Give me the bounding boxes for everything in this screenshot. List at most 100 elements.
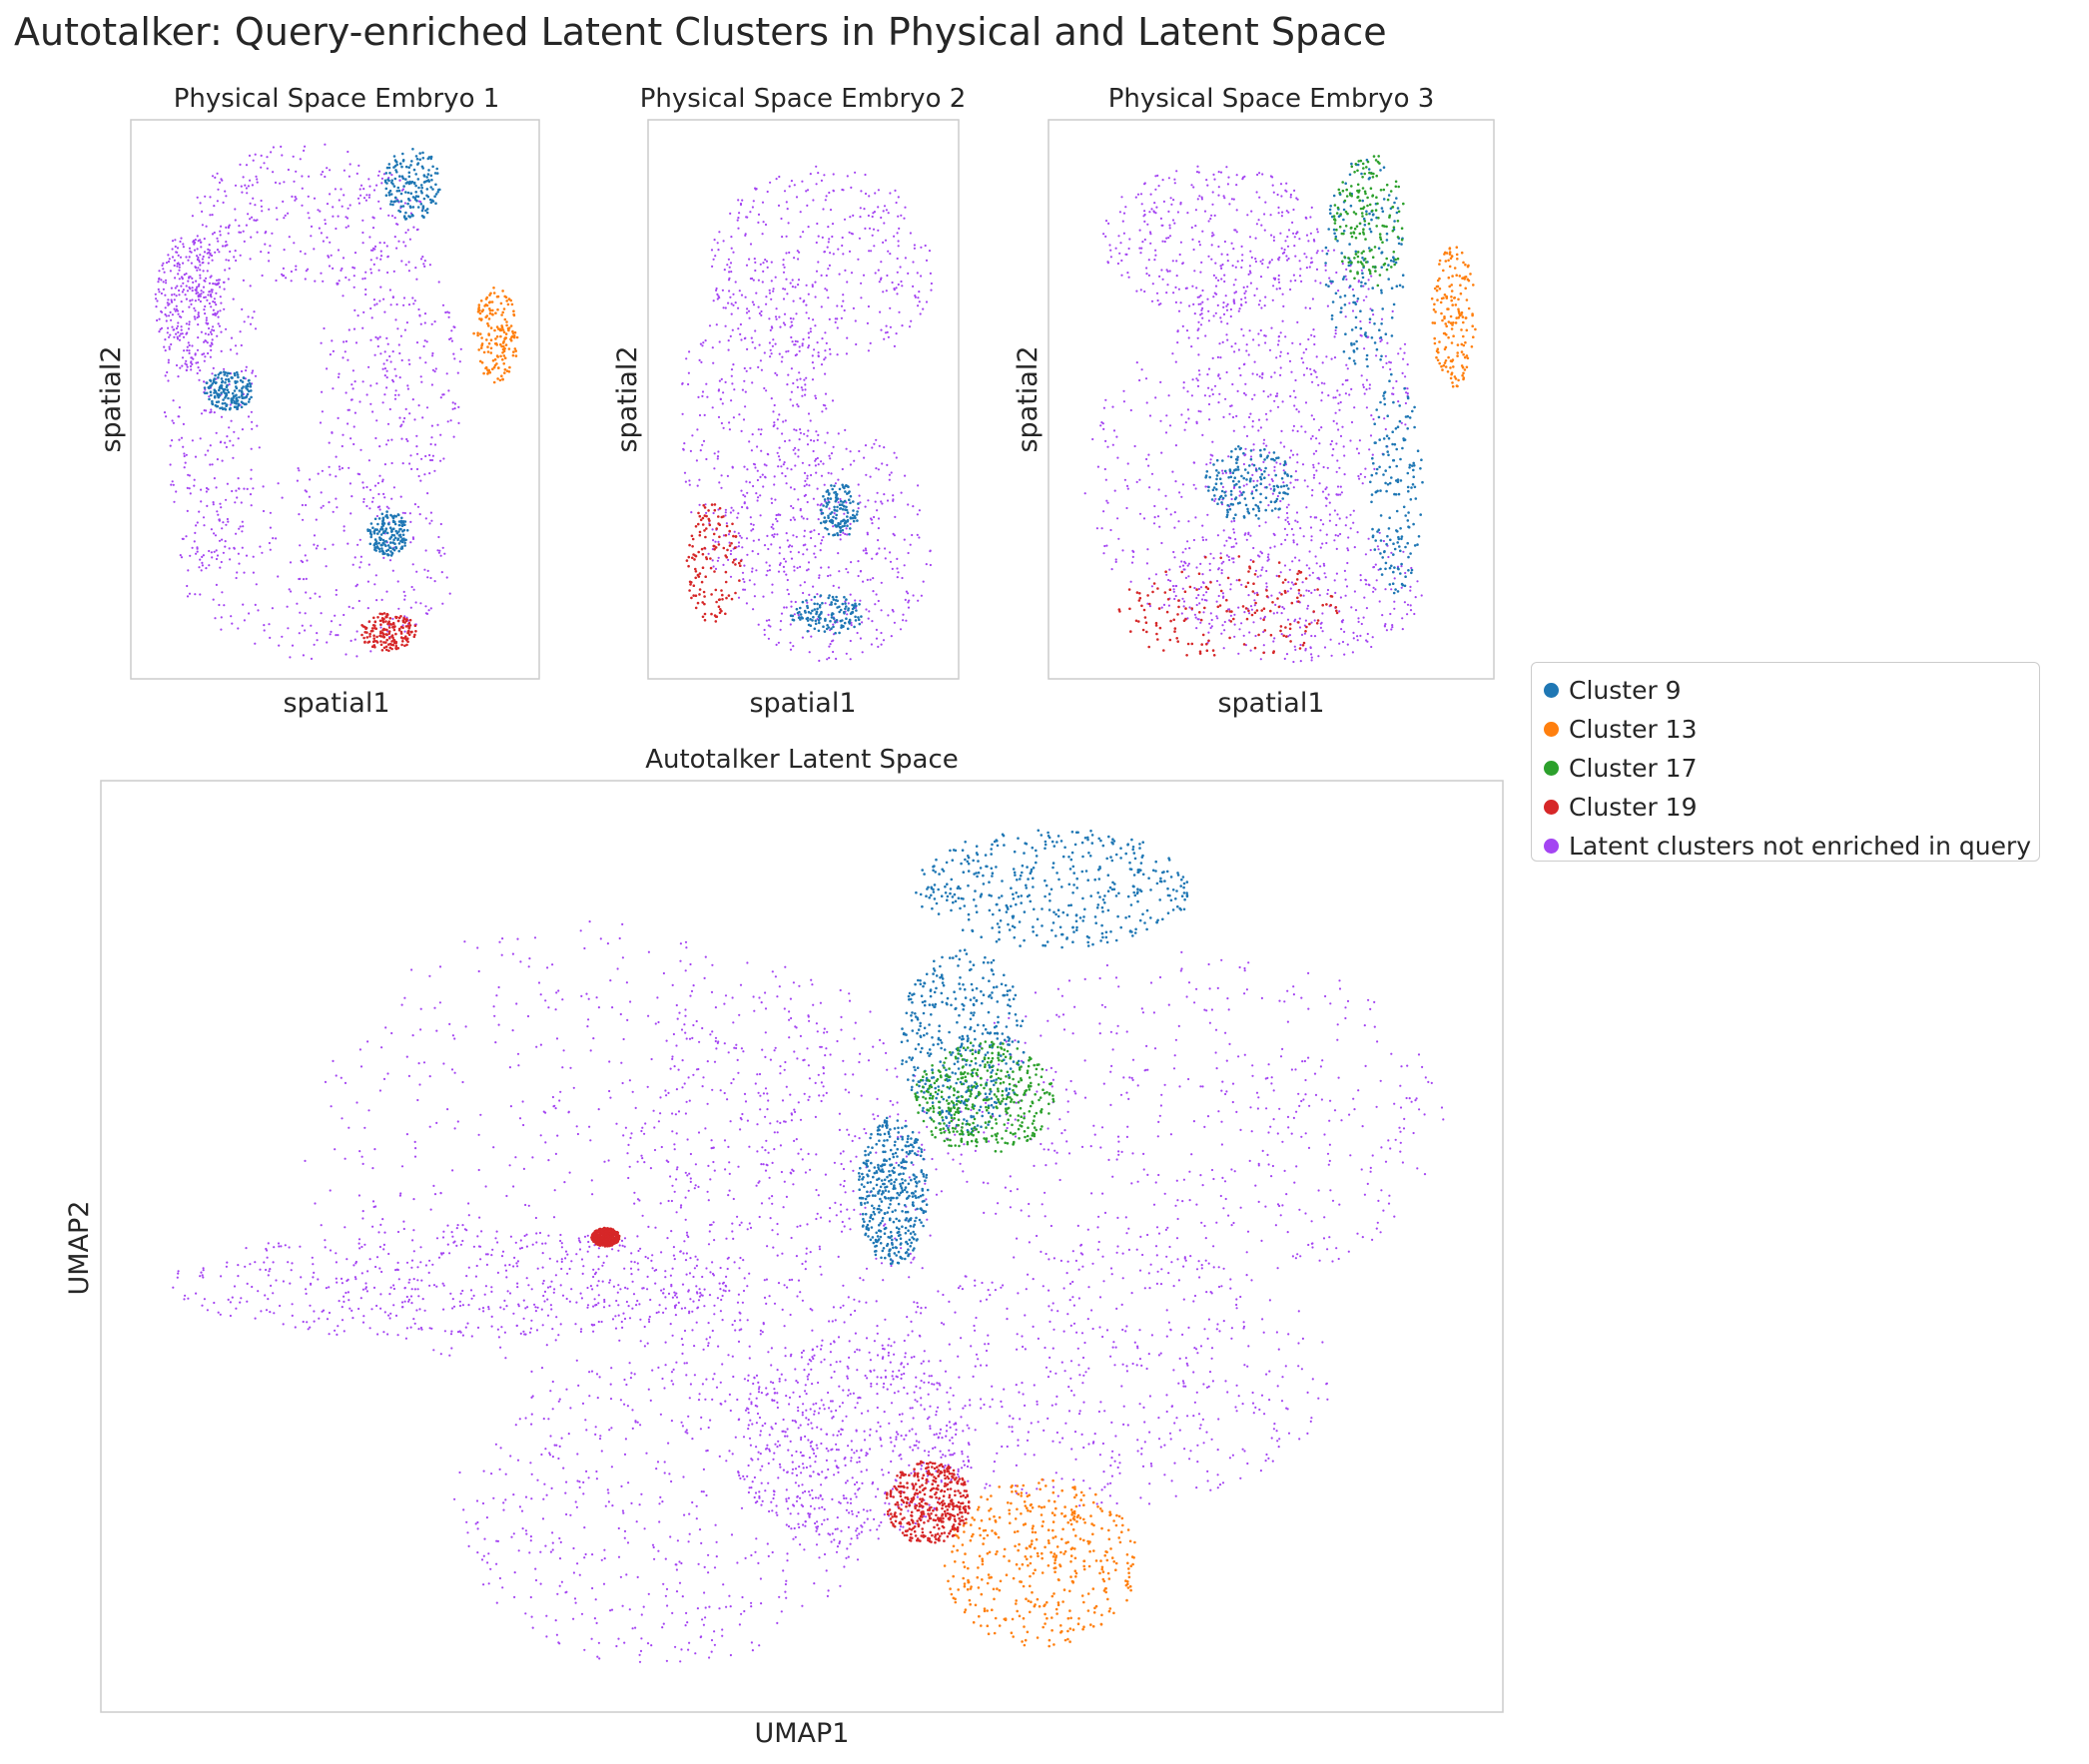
scatter-point — [419, 602, 422, 605]
scatter-point — [403, 594, 406, 597]
scatter-point — [1102, 510, 1105, 513]
scatter-point — [1305, 366, 1308, 370]
scatter-point — [860, 282, 863, 285]
scatter-point — [1197, 409, 1200, 412]
scatter-point — [886, 274, 889, 278]
scatter-point — [777, 641, 781, 644]
scatter-point — [1350, 420, 1354, 424]
scatter-point — [1290, 527, 1293, 531]
scatter-point — [827, 574, 830, 578]
scatter-point — [870, 643, 874, 646]
scatter-point — [1171, 352, 1174, 355]
scatter-point — [721, 593, 724, 597]
scatter-point — [1249, 282, 1252, 285]
scatter-point — [741, 505, 744, 509]
scatter-point — [1212, 173, 1215, 176]
scatter-point — [1357, 280, 1360, 283]
scatter-point — [1196, 198, 1199, 201]
scatter-point — [252, 555, 255, 558]
scatter-point — [384, 549, 388, 553]
scatter-point — [1370, 275, 1373, 278]
scatter-point — [238, 562, 241, 565]
scatter-point — [374, 335, 377, 338]
scatter-point — [1147, 453, 1150, 456]
scatter-point — [1104, 478, 1107, 481]
scatter-point — [242, 525, 245, 528]
scatter-point — [221, 406, 224, 409]
scatter-point — [838, 610, 841, 614]
scatter-point — [828, 656, 831, 660]
scatter-point — [920, 594, 924, 597]
scatter-point — [771, 344, 775, 347]
scatter-point — [1145, 457, 1148, 461]
scatter-point — [833, 484, 836, 488]
scatter-point — [393, 236, 396, 239]
scatter-point — [1171, 584, 1175, 588]
scatter-point — [281, 273, 284, 276]
scatter-point — [795, 312, 798, 315]
scatter-point — [348, 482, 351, 485]
scatter-point — [757, 279, 761, 282]
scatter-point — [488, 370, 492, 374]
scatter-point — [849, 216, 852, 219]
scatter-point — [305, 591, 308, 594]
scatter-point — [1403, 342, 1407, 345]
scatter-point — [1294, 378, 1297, 382]
scatter-point — [830, 603, 833, 606]
scatter-point — [752, 279, 755, 282]
scatter-point — [186, 509, 189, 512]
scatter-point — [1404, 401, 1407, 405]
scatter-point — [788, 185, 791, 188]
scatter-point — [277, 575, 280, 578]
scatter-point — [889, 551, 892, 554]
scatter-point — [1230, 497, 1233, 501]
scatter-point — [281, 496, 284, 499]
scatter-point — [1187, 336, 1190, 339]
scatter-point — [329, 193, 332, 196]
scatter-point — [762, 221, 765, 224]
scatter-point — [386, 178, 389, 182]
scatter-point — [1339, 400, 1342, 404]
scatter-point — [794, 452, 797, 455]
scatter-point — [415, 278, 418, 281]
scatter-point — [412, 168, 416, 172]
scatter-point — [371, 410, 374, 413]
scatter-point — [224, 401, 227, 405]
scatter-point — [442, 457, 445, 460]
scatter-point — [918, 509, 922, 512]
scatter-point — [215, 549, 218, 552]
scatter-point — [375, 419, 378, 422]
scatter-point — [1334, 411, 1337, 414]
scatter-point — [362, 310, 365, 313]
scatter-point — [870, 250, 873, 253]
scatter-point — [216, 510, 219, 513]
scatter-point — [425, 208, 429, 211]
scatter-point — [395, 302, 398, 306]
scatter-point — [416, 178, 420, 181]
scatter-point — [809, 419, 812, 422]
scatter-point — [1356, 635, 1359, 638]
scatter-point — [301, 503, 304, 507]
scatter-point — [1207, 386, 1210, 389]
scatter-point — [206, 341, 209, 344]
scatter-point — [742, 578, 745, 581]
scatter-point — [737, 327, 740, 330]
scatter-point — [231, 622, 234, 625]
scatter-point — [382, 242, 386, 245]
scatter-point — [1197, 353, 1200, 356]
scatter-point — [434, 202, 437, 205]
scatter-point — [366, 641, 369, 644]
scatter-point — [194, 593, 197, 596]
scatter-point — [1261, 173, 1264, 176]
scatter-point — [1286, 516, 1289, 519]
scatter-point — [834, 499, 838, 503]
scatter-point — [210, 393, 213, 397]
scatter-point — [335, 497, 338, 500]
scatter-point — [726, 548, 729, 552]
scatter-point — [400, 358, 403, 362]
scatter-point — [812, 318, 815, 321]
scatter-point — [875, 467, 878, 470]
scatter-point — [269, 548, 272, 551]
scatter-point — [1319, 626, 1322, 630]
scatter-point — [1169, 197, 1172, 200]
